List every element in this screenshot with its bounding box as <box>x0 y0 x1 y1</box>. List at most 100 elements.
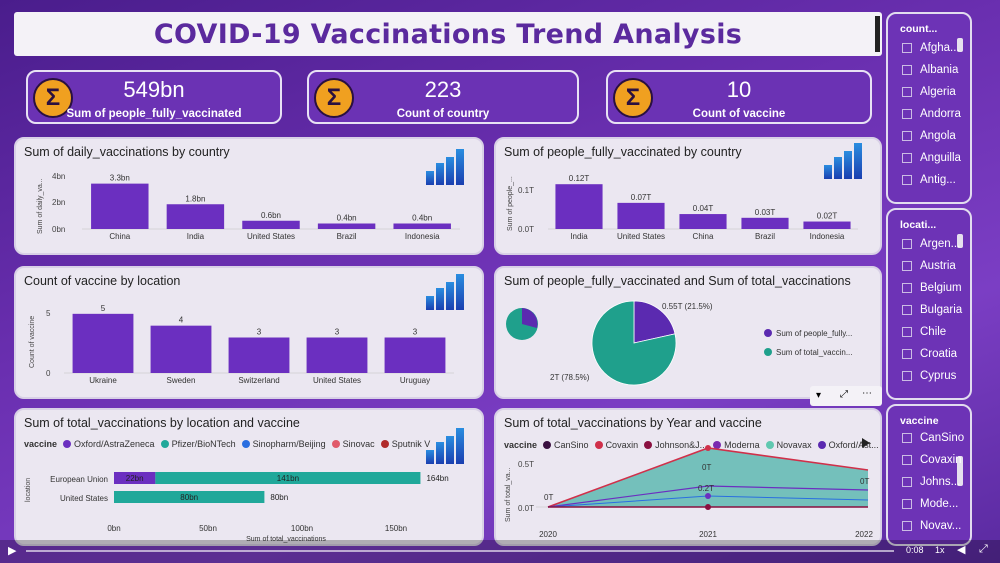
play-icon[interactable]: ▶ <box>8 545 17 557</box>
slicer-item[interactable]: Croatia <box>902 348 957 360</box>
slicer-item[interactable]: Bulgaria <box>902 304 962 316</box>
legend-item[interactable]: Oxford/Ast... <box>828 440 879 450</box>
bar-segment[interactable] <box>114 472 156 484</box>
category-label: United States <box>617 232 665 241</box>
legend-item[interactable]: Johnson&J... <box>655 440 708 450</box>
data-point[interactable] <box>705 504 711 510</box>
checkbox[interactable] <box>902 43 912 53</box>
fullscreen-icon[interactable]: ⤢ <box>979 543 988 555</box>
checkbox[interactable] <box>902 433 912 443</box>
slicer-item[interactable]: Cyprus <box>902 370 956 382</box>
checkbox[interactable] <box>902 349 912 359</box>
slicer-scrollbar[interactable] <box>957 234 963 248</box>
bar[interactable] <box>741 217 789 229</box>
bar[interactable] <box>306 337 368 374</box>
data-point[interactable] <box>705 445 711 451</box>
pie-slice[interactable] <box>633 300 676 344</box>
y-axis-label: Sum of daily_va... <box>37 178 44 234</box>
slicer-item[interactable]: Afgha... <box>902 42 960 54</box>
slicer-scrollbar[interactable] <box>957 456 963 486</box>
legend-item[interactable]: CanSino <box>554 440 589 450</box>
slicer-item[interactable]: Argen... <box>902 238 960 250</box>
slicer-item[interactable]: Austria <box>902 260 956 272</box>
bar[interactable] <box>150 325 212 373</box>
slicer-item[interactable]: Covaxin <box>902 454 962 466</box>
pie-slice[interactable] <box>591 300 677 386</box>
checkbox[interactable] <box>902 153 912 163</box>
slicer-item[interactable]: Belgium <box>902 282 962 294</box>
checkbox[interactable] <box>902 499 912 509</box>
legend-item[interactable]: Sputnik V <box>391 439 431 449</box>
checkbox[interactable] <box>902 283 912 293</box>
playback-speed[interactable]: 1x <box>935 545 945 555</box>
bar-segment[interactable] <box>114 491 265 503</box>
legend-item[interactable]: Oxford/AstraZeneca <box>74 439 155 449</box>
bar[interactable] <box>72 313 134 373</box>
checkbox[interactable] <box>902 305 912 315</box>
checkbox[interactable] <box>902 371 912 381</box>
slicer-item[interactable]: CanSino <box>902 432 964 444</box>
bar[interactable] <box>228 337 290 374</box>
slicer-vaccine[interactable]: vaccine CanSino Covaxin Johns... Mode...… <box>886 404 972 546</box>
bar[interactable] <box>803 221 851 229</box>
checkbox[interactable] <box>902 131 912 141</box>
bar[interactable] <box>166 204 225 229</box>
checkbox[interactable] <box>902 109 912 119</box>
checkbox[interactable] <box>902 261 912 271</box>
slicer-scrollbar[interactable] <box>957 38 963 52</box>
legend-item[interactable]: Sinovac <box>342 439 375 449</box>
bar[interactable] <box>91 183 149 229</box>
slicer-item[interactable]: Albania <box>902 64 958 76</box>
legend-item[interactable]: Covaxin <box>605 440 639 450</box>
video-progress[interactable] <box>26 550 894 552</box>
bar-chart-icon <box>426 428 470 464</box>
slicer-item[interactable]: Antig... <box>902 174 956 186</box>
bar[interactable] <box>679 214 727 229</box>
bar[interactable] <box>555 184 603 229</box>
chart-total-by-location-vaccine[interactable]: Sum of total_vaccinations by location an… <box>14 408 484 546</box>
slicer-item[interactable]: Algeria <box>902 86 956 98</box>
slicer-item[interactable]: Anguilla <box>902 152 961 164</box>
slicer-item[interactable]: Mode... <box>902 498 958 510</box>
chart-daily-vaccinations[interactable]: Sum of daily_vaccinations by country Sum… <box>14 137 484 255</box>
y-axis-label: Sum of total_va... <box>505 467 512 522</box>
checkbox[interactable] <box>902 521 912 531</box>
chart-vaccine-count[interactable]: Count of vaccine by location Count of va… <box>14 266 484 399</box>
data-point[interactable] <box>705 493 711 499</box>
volume-icon[interactable]: ◀ <box>957 544 966 556</box>
checkbox[interactable] <box>902 455 912 465</box>
kpi-card-vaccine-count[interactable]: Σ 10 Count of vaccine <box>606 70 872 124</box>
checkbox[interactable] <box>902 175 912 185</box>
filter-icon[interactable]: ▾ <box>816 390 822 401</box>
chart-fully-vaccinated[interactable]: Sum of people_fully_vaccinated by countr… <box>494 137 882 255</box>
slicer-item[interactable]: Johns... <box>902 476 960 488</box>
bar[interactable] <box>384 337 446 374</box>
chart-pie-vaccinated-vs-total[interactable]: Sum of people_fully_vaccinated and Sum o… <box>494 266 882 399</box>
checkbox[interactable] <box>902 239 912 249</box>
slicer-item[interactable]: Novav... <box>902 520 961 532</box>
legend-next-arrow-icon[interactable] <box>862 438 870 448</box>
checkbox[interactable] <box>902 65 912 75</box>
legend-item[interactable]: Sinopharm/Beijing <box>252 439 326 449</box>
slicer-location[interactable]: locati... Argen... Austria Belgium Bulga… <box>886 208 972 400</box>
checkbox[interactable] <box>902 477 912 487</box>
legend-item[interactable]: Pfizer/BioNTech <box>171 439 236 449</box>
bar[interactable] <box>317 223 376 230</box>
kpi-card-country-count[interactable]: Σ 223 Count of country <box>307 70 579 124</box>
slicer-country[interactable]: count... Afgha... Albania Algeria Andorr… <box>886 12 972 204</box>
focus-mode-icon[interactable]: ⤢ <box>840 389 848 400</box>
bar[interactable] <box>617 202 665 229</box>
chart-total-by-year-vaccine[interactable]: Sum of total_vaccinations by Year and va… <box>494 408 882 546</box>
more-options-icon[interactable]: ⋯ <box>862 388 872 399</box>
legend-item[interactable]: Moderna <box>724 440 760 450</box>
bar-segment[interactable] <box>155 472 421 484</box>
slicer-item[interactable]: Andorra <box>902 108 961 120</box>
kpi-card-people-fully-vaccinated[interactable]: Σ 549bn Sum of people_fully_vaccinated <box>26 70 282 124</box>
slicer-item[interactable]: Angola <box>902 130 956 142</box>
slicer-item[interactable]: Chile <box>902 326 946 338</box>
legend-item[interactable]: Novavax <box>776 440 812 450</box>
bar[interactable] <box>242 220 300 229</box>
bar[interactable] <box>393 223 451 230</box>
checkbox[interactable] <box>902 87 912 97</box>
checkbox[interactable] <box>902 327 912 337</box>
